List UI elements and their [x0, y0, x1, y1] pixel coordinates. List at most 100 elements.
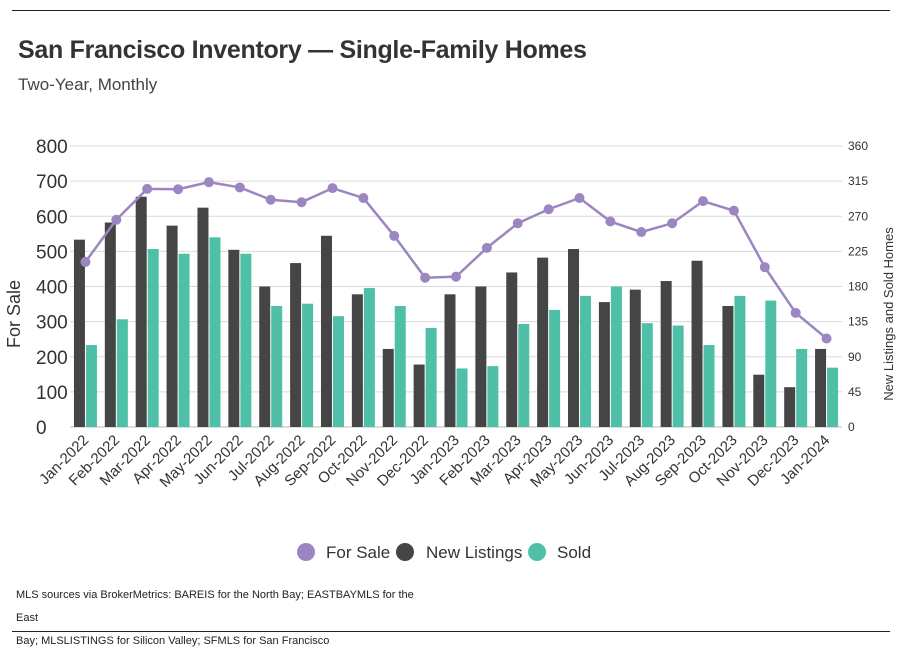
chart-subtitle: Two-Year, Monthly	[18, 75, 158, 94]
for-sale-point	[234, 182, 245, 193]
for-sale-point	[667, 218, 678, 229]
y-right-tick-label: 315	[848, 174, 868, 188]
for-sale-point	[327, 183, 338, 194]
legend-swatch-sold	[528, 543, 546, 561]
y-right-tick-label: 270	[848, 209, 868, 223]
bar-new-listings	[259, 286, 271, 427]
for-sale-point	[759, 262, 770, 273]
for-sale-point	[512, 218, 523, 229]
for-sale-point	[790, 307, 801, 318]
bar-sold	[580, 295, 592, 427]
for-sale-point	[358, 192, 369, 203]
bar-new-listings	[753, 374, 765, 427]
legend-label-new-listings: New Listings	[426, 543, 522, 562]
for-sale-point	[728, 205, 739, 216]
bar-new-listings	[413, 364, 425, 427]
for-sale-point	[821, 333, 832, 344]
for-sale-point	[203, 177, 214, 188]
bar-sold	[456, 368, 468, 427]
bar-sold	[549, 309, 561, 427]
bar-sold	[641, 323, 653, 427]
bar-new-listings	[537, 257, 549, 427]
bar-new-listings	[722, 306, 734, 427]
bar-new-listings	[382, 348, 394, 427]
for-sale-point	[173, 184, 184, 195]
for-sale-point	[296, 197, 307, 208]
y-right-tick-label: 180	[848, 280, 868, 294]
bar-sold	[672, 325, 684, 427]
source-line-1: MLS sources via BrokerMetrics: BAREIS fo…	[16, 589, 414, 624]
y-right-tick-label: 90	[848, 350, 862, 364]
bar-new-listings	[444, 294, 456, 427]
bar-new-listings	[784, 387, 796, 427]
top-rule	[12, 10, 890, 11]
for-sale-point	[265, 194, 276, 205]
bar-sold	[610, 286, 622, 427]
right-axis-title: New Listings and Sold Homes	[881, 227, 896, 401]
for-sale-point	[420, 272, 431, 283]
bar-sold	[827, 367, 839, 427]
for-sale-point	[636, 227, 647, 238]
y-right-tick-label: 45	[848, 385, 862, 399]
for-sale-series-line	[84, 180, 828, 340]
bar-sold	[178, 253, 190, 427]
bar-sold	[425, 327, 437, 427]
y-left-tick-label: 800	[36, 137, 68, 158]
bar-new-listings	[320, 235, 332, 427]
bar-sold	[85, 345, 97, 427]
bar-new-listings	[506, 272, 518, 427]
y-left-tick-label: 700	[36, 172, 68, 193]
bar-sold	[796, 348, 808, 427]
bar-new-listings	[228, 249, 240, 427]
for-sale-point	[451, 271, 461, 282]
for-sale-line	[80, 177, 832, 344]
bar-sold	[765, 300, 777, 427]
for-sale-point	[80, 256, 91, 267]
for-sale-point	[698, 196, 709, 207]
legend-swatch-new-listings	[396, 543, 414, 561]
bar-new-listings	[135, 196, 147, 427]
for-sale-point	[142, 183, 153, 194]
bar-sold	[487, 366, 499, 427]
y-left-tick-label: 0	[36, 418, 47, 439]
for-sale-point	[389, 230, 400, 241]
bar-sold	[209, 237, 221, 427]
bar-new-listings	[197, 207, 209, 427]
bars	[73, 196, 839, 427]
bar-new-listings	[629, 289, 641, 427]
bar-sold	[518, 323, 530, 427]
y-left-tick-label: 100	[36, 383, 68, 404]
y-left-tick-label: 300	[36, 313, 68, 334]
bar-sold	[703, 345, 715, 427]
bar-new-listings	[815, 348, 827, 427]
for-sale-point	[111, 214, 122, 225]
for-sale-point	[605, 216, 616, 227]
bar-new-listings	[290, 263, 302, 427]
legend-label-sold: Sold	[557, 543, 591, 562]
y-right-tick-label: 135	[848, 315, 868, 329]
bar-new-listings	[73, 239, 85, 427]
bar-sold	[302, 303, 314, 427]
bar-sold	[734, 295, 746, 427]
chart-title: San Francisco Inventory — Single-Family …	[18, 36, 587, 64]
for-sale-point	[481, 242, 492, 253]
for-sale-point	[543, 204, 554, 215]
chart-svg: 0 100 200 300 400 500 600 700 800 0 45 90 135 180 225 2…	[4, 137, 896, 562]
bar-new-listings	[598, 302, 610, 427]
bar-new-listings	[691, 260, 703, 427]
y-left-tick-label: 600	[36, 207, 68, 228]
bar-new-listings	[660, 281, 672, 427]
bar-sold	[271, 306, 283, 427]
left-axis-title: For Sale	[4, 280, 24, 348]
bar-new-listings	[104, 222, 116, 427]
legend-swatch-for-sale	[297, 543, 315, 561]
bar-sold	[116, 319, 128, 427]
bottom-rule	[12, 631, 890, 632]
bar-sold	[363, 288, 375, 427]
y-right-tick-label: 360	[848, 139, 868, 153]
y-left-tick-label: 500	[36, 242, 68, 263]
bar-sold	[332, 316, 344, 427]
y-left-tick-label: 400	[36, 278, 68, 299]
legend-label-for-sale: For Sale	[326, 543, 390, 562]
source-note: MLS sources via BrokerMetrics: BAREIS fo…	[16, 584, 416, 653]
